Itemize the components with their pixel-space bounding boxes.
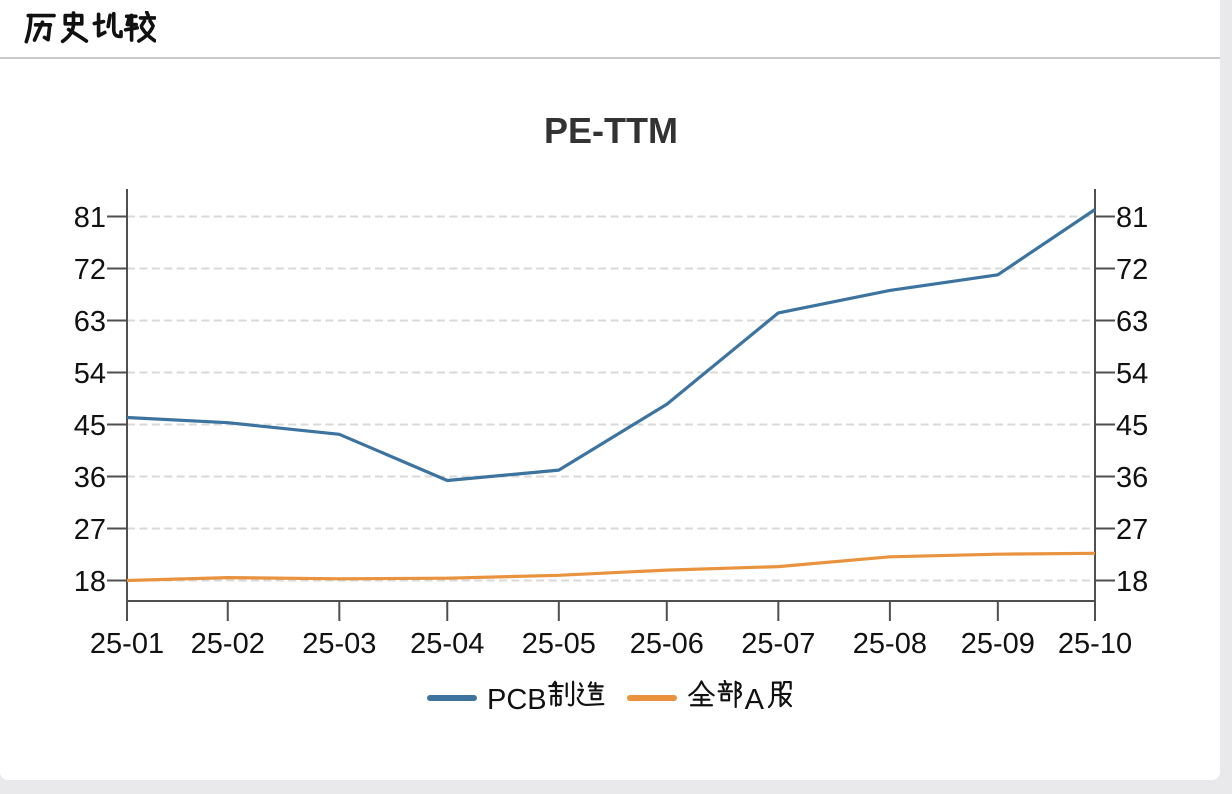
x-axis-label: 25-06 (630, 628, 704, 660)
y-axis-label: 54 (74, 358, 106, 390)
series-line-1[interactable] (126, 551, 1096, 583)
y-axis-label: 45 (74, 410, 106, 442)
y-axis-label: 72 (1116, 254, 1148, 286)
y-axis-label: 54 (1116, 358, 1148, 390)
y-axis-label: 36 (1116, 462, 1148, 494)
legend-marker-all-a (626, 695, 677, 701)
x-axis-labels: 25-01 25-02 25-03 25-04 25-05 25-06 25-07 25-08… (90, 628, 1132, 660)
x-axis-label: 25-02 (191, 628, 265, 660)
x-axis-label: 25-09 (961, 628, 1035, 660)
cjk-glyph (767, 680, 793, 708)
series-line-0[interactable] (126, 208, 1096, 483)
page-title-text (24, 10, 156, 48)
cjk-glyph (717, 679, 742, 708)
y-axis-label: 18 (74, 566, 106, 598)
series-lines (126, 208, 1096, 583)
y-axis-label: 81 (74, 202, 106, 234)
y-axis-labels-left: 18 27 36 45 54 63 72 81 (74, 202, 106, 598)
legend-marker-pcb (427, 695, 477, 701)
page-title (24, 5, 156, 53)
x-axis-label: 25-03 (302, 628, 376, 660)
x-axis-label: 25-10 (1058, 628, 1132, 660)
history-compare-card: 18 27 36 45 54 63 72 81 18 27 36 45 54 63 72 81 25-01 2… (0, 0, 1220, 780)
axis-lines (126, 189, 1096, 602)
y-axis-label: 72 (74, 254, 106, 286)
x-axis-label: 25-05 (522, 628, 596, 660)
y-axis-label: 36 (74, 462, 106, 494)
y-axis-label: 63 (1116, 306, 1148, 338)
x-axis-label: 25-07 (741, 628, 815, 660)
y-axis-label: 81 (1116, 202, 1148, 234)
y-axis-label: 27 (1116, 514, 1148, 546)
cjk-glyph (123, 10, 156, 43)
cjk-glyph (687, 679, 715, 706)
y-axis-label: 18 (1116, 566, 1148, 598)
cjk-glyph (547, 680, 574, 707)
cjk-glyph (60, 10, 89, 43)
cjk-glyph (92, 11, 123, 38)
axis-ticks (107, 215, 1115, 621)
x-axis-label: 25-04 (410, 628, 484, 660)
x-axis-label: 25-01 (90, 628, 164, 660)
y-axis-label: 27 (74, 514, 106, 546)
y-axis-label: 63 (74, 306, 106, 338)
cjk-glyph (24, 13, 56, 44)
header-divider (0, 57, 1220, 59)
y-axis-label: 45 (1116, 410, 1148, 442)
legend-label-all-a: A (687, 679, 793, 717)
legend-item-all-a[interactable]: A (626, 679, 793, 717)
cjk-glyph (576, 680, 604, 706)
x-axis-label: 25-08 (853, 628, 927, 660)
y-axis-labels-right: 18 27 36 45 54 63 72 81 (1116, 202, 1148, 598)
chart-title: PE-TTM (544, 110, 678, 151)
grid-lines (127, 215, 1095, 582)
